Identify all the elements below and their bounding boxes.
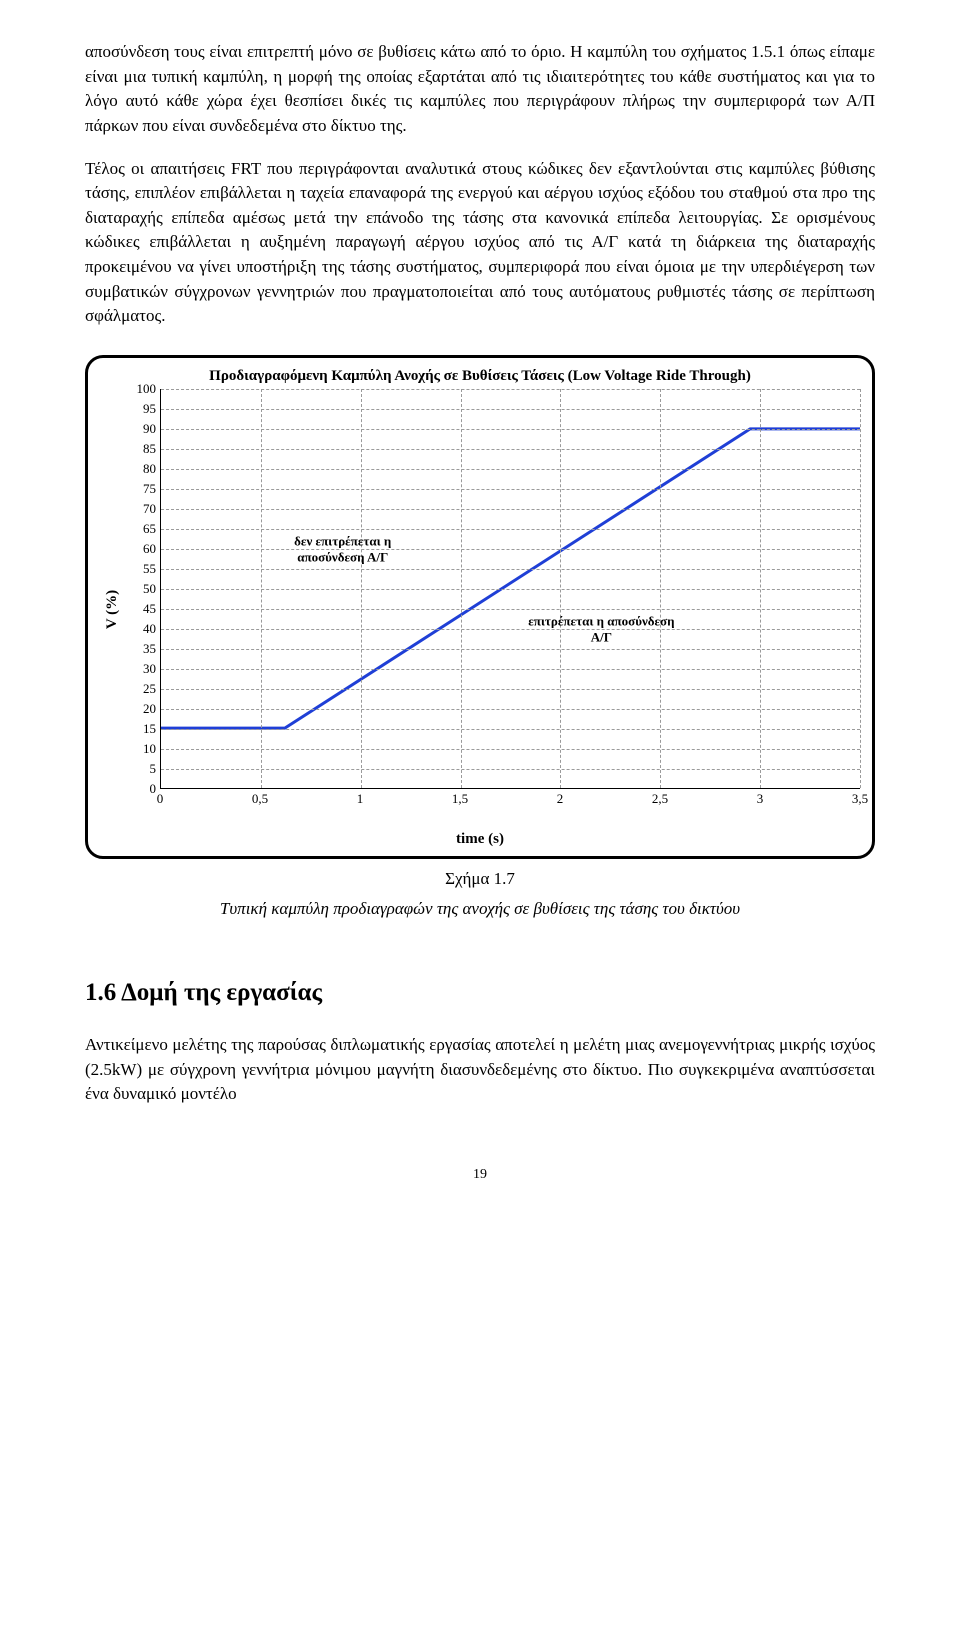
gridline-h [161, 409, 860, 410]
y-tick-label: 45 [143, 601, 156, 617]
page-number: 19 [85, 1167, 875, 1183]
gridline-h [161, 769, 860, 770]
gridline-h [161, 509, 860, 510]
y-tick-label: 30 [143, 661, 156, 677]
body-paragraph: αποσύνδεση τους είναι επιτρεπτή μόνο σε … [85, 40, 875, 139]
body-paragraph: Αντικείμενο μελέτης της παρούσας διπλωμα… [85, 1033, 875, 1107]
gridline-h [161, 429, 860, 430]
plot-wrap: δεν επιτρέπεται ηαποσύνδεση Α/Γ επιτρέπετ… [160, 389, 860, 829]
figure-caption-text: Τυπική καμπύλη προδιαγραφών της ανοχής σ… [85, 899, 875, 919]
x-tick-label: 1,5 [452, 791, 468, 807]
gridline-h [161, 689, 860, 690]
gridline-h [161, 709, 860, 710]
x-tick-label: 3 [757, 791, 764, 807]
gridline-h [161, 449, 860, 450]
y-tick-label: 0 [150, 781, 157, 797]
gridline-h [161, 569, 860, 570]
y-tick-label: 55 [143, 561, 156, 577]
y-tick-label: 10 [143, 741, 156, 757]
y-tick-label: 60 [143, 541, 156, 557]
y-tick-label: 65 [143, 521, 156, 537]
chart-frame: Προδιαγραφόμενη Καμπύλη Ανοχής σε Βυθίσε… [85, 355, 875, 859]
chart-annotation: δεν επιτρέπεται ηαποσύνδεση Α/Γ [294, 533, 391, 564]
y-tick-label: 80 [143, 461, 156, 477]
gridline-v [461, 389, 462, 788]
y-tick-label: 5 [150, 761, 157, 777]
gridline-h [161, 729, 860, 730]
x-tick-label: 3,5 [852, 791, 868, 807]
y-tick-label: 85 [143, 441, 156, 457]
gridline-h [161, 629, 860, 630]
y-tick-label: 50 [143, 581, 156, 597]
gridline-h [161, 469, 860, 470]
y-tick-label: 35 [143, 641, 156, 657]
gridline-v [660, 389, 661, 788]
y-ticks: 0510152025303540455055606570758085909510… [126, 389, 160, 789]
gridline-v [261, 389, 262, 788]
x-tick-label: 0,5 [252, 791, 268, 807]
gridline-h [161, 749, 860, 750]
gridline-h [161, 529, 860, 530]
chart-area: V (%) 0510152025303540455055606570758085… [100, 389, 860, 829]
y-tick-label: 100 [137, 381, 157, 397]
body-paragraph: Τέλος οι απαιτήσεις FRT που περιγράφοντα… [85, 157, 875, 329]
x-tick-label: 0 [157, 791, 164, 807]
gridline-v [760, 389, 761, 788]
gridline-h [161, 609, 860, 610]
x-tick-label: 1 [357, 791, 364, 807]
y-axis-label-text: V (%) [105, 589, 122, 628]
gridline-v [361, 389, 362, 788]
plot: δεν επιτρέπεται ηαποσύνδεση Α/Γ επιτρέπετ… [160, 389, 860, 789]
y-tick-label: 90 [143, 421, 156, 437]
y-tick-label: 20 [143, 701, 156, 717]
x-tick-label: 2,5 [652, 791, 668, 807]
y-tick-label: 40 [143, 621, 156, 637]
chart-title: Προδιαγραφόμενη Καμπύλη Ανοχής σε Βυθίσε… [100, 368, 860, 385]
gridline-h [161, 549, 860, 550]
gridline-h [161, 589, 860, 590]
chart-series-line [161, 429, 860, 728]
y-tick-label: 95 [143, 401, 156, 417]
x-axis-label: time (s) [100, 831, 860, 848]
y-tick-label: 70 [143, 501, 156, 517]
x-tick-label: 2 [557, 791, 564, 807]
figure-caption-number: Σχήμα 1.7 [85, 869, 875, 889]
y-tick-label: 25 [143, 681, 156, 697]
gridline-h [161, 669, 860, 670]
y-axis-label: V (%) [100, 389, 126, 829]
gridline-v [560, 389, 561, 788]
gridline-h [161, 649, 860, 650]
gridline-h [161, 489, 860, 490]
gridline-h [161, 389, 860, 390]
y-tick-label: 15 [143, 721, 156, 737]
chart-annotation: επιτρέπεται η αποσύνδεσηΑ/Γ [528, 613, 674, 644]
y-tick-label: 75 [143, 481, 156, 497]
x-ticks: 00,511,522,533,5 [160, 789, 860, 813]
section-heading: 1.6 Δομή της εργασίας [85, 979, 875, 1007]
gridline-v [860, 389, 861, 788]
